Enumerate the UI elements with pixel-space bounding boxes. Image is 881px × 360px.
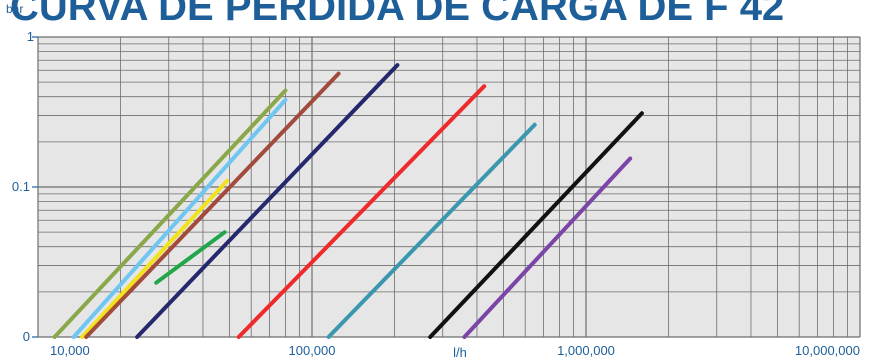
x-tick-label: 100,000 — [289, 343, 336, 358]
series-line-3 — [80, 178, 230, 339]
y-tick-label: 0 — [23, 329, 30, 344]
x-tick-label: 1,000,000 — [557, 343, 615, 358]
series-line-9 — [428, 111, 644, 339]
series-line-7 — [236, 84, 487, 339]
y-tick-label: 0.1 — [12, 179, 30, 194]
y-axis-unit-label: bar — [6, 2, 23, 16]
x-axis-unit-label: l/h — [453, 345, 467, 360]
series-line-5 — [154, 230, 227, 285]
x-tick-label: 10,000 — [50, 343, 90, 358]
chart-title: CURVA DE PÉRDIDA DE CARGA DE F 42 — [10, 0, 784, 29]
series-group — [52, 63, 644, 339]
axis-ticks: 10,000 100,000 1,000,000 10,000,000 0 0.1 1 — [12, 29, 860, 358]
series-line-2 — [71, 98, 288, 339]
series-line-1 — [52, 88, 288, 339]
grid — [37, 36, 861, 338]
series-line-6 — [135, 63, 400, 339]
y-tick-label: 1 — [27, 29, 34, 44]
series-line-10 — [462, 156, 633, 339]
series-line-8 — [326, 122, 537, 339]
x-tick-label: 10,000,000 — [795, 343, 860, 358]
series-line-4 — [84, 71, 341, 339]
